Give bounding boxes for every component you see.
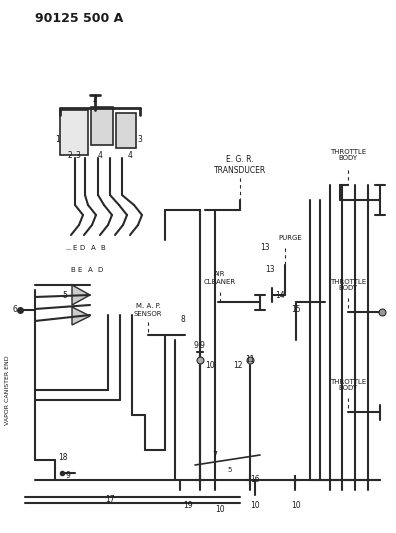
Text: —: — — [65, 247, 71, 253]
Text: 17: 17 — [105, 496, 115, 505]
Text: 9: 9 — [194, 341, 198, 350]
Text: 3: 3 — [76, 150, 80, 159]
Text: B: B — [70, 267, 75, 273]
Text: AIR
CLEANER: AIR CLEANER — [204, 271, 236, 285]
Text: 14: 14 — [275, 290, 285, 300]
Text: 6: 6 — [13, 305, 17, 314]
Text: A: A — [91, 245, 95, 251]
Text: D: D — [97, 267, 103, 273]
Text: E: E — [73, 245, 77, 251]
Text: 10: 10 — [215, 505, 225, 514]
Text: VAPOR CANISTER END: VAPOR CANISTER END — [6, 355, 11, 425]
Text: E. G. R.
TRANSDUCER: E. G. R. TRANSDUCER — [214, 155, 266, 175]
FancyBboxPatch shape — [91, 107, 113, 145]
Polygon shape — [72, 285, 90, 305]
Text: D: D — [79, 245, 85, 251]
Text: THROTTLE
BODY: THROTTLE BODY — [330, 149, 366, 161]
Text: 10: 10 — [291, 500, 301, 510]
Text: PURGE: PURGE — [278, 235, 302, 241]
Text: 10: 10 — [250, 500, 260, 510]
Text: 3: 3 — [137, 135, 143, 144]
Text: 15: 15 — [291, 305, 301, 314]
Text: 5: 5 — [63, 290, 67, 300]
Text: B: B — [101, 245, 105, 251]
Text: THROTTLE
BODY: THROTTLE BODY — [330, 279, 366, 292]
Text: 2: 2 — [93, 95, 97, 104]
Text: 13: 13 — [260, 244, 270, 253]
Text: E: E — [78, 267, 82, 273]
Text: 9: 9 — [200, 341, 205, 350]
Text: 19: 19 — [183, 500, 193, 510]
Text: 9: 9 — [66, 471, 70, 480]
Text: 8: 8 — [181, 316, 185, 325]
Polygon shape — [72, 307, 90, 325]
Text: 7: 7 — [213, 450, 217, 459]
Text: 4: 4 — [128, 150, 132, 159]
Text: 18: 18 — [58, 454, 68, 463]
Text: 90125 500 A: 90125 500 A — [35, 12, 123, 25]
Text: 11: 11 — [245, 356, 255, 365]
Text: 16: 16 — [250, 475, 260, 484]
FancyBboxPatch shape — [60, 110, 88, 155]
Text: 4: 4 — [97, 150, 103, 159]
Text: M. A. P.
SENSOR: M. A. P. SENSOR — [134, 303, 162, 317]
Text: 13: 13 — [265, 265, 275, 274]
Text: A: A — [88, 267, 92, 273]
Text: 10: 10 — [205, 360, 215, 369]
FancyBboxPatch shape — [116, 113, 136, 148]
Text: THROTTLE
BODY: THROTTLE BODY — [330, 378, 366, 392]
Text: 2: 2 — [68, 150, 72, 159]
Text: 12: 12 — [233, 360, 243, 369]
Text: 1: 1 — [55, 135, 60, 144]
Text: 5: 5 — [228, 467, 232, 473]
